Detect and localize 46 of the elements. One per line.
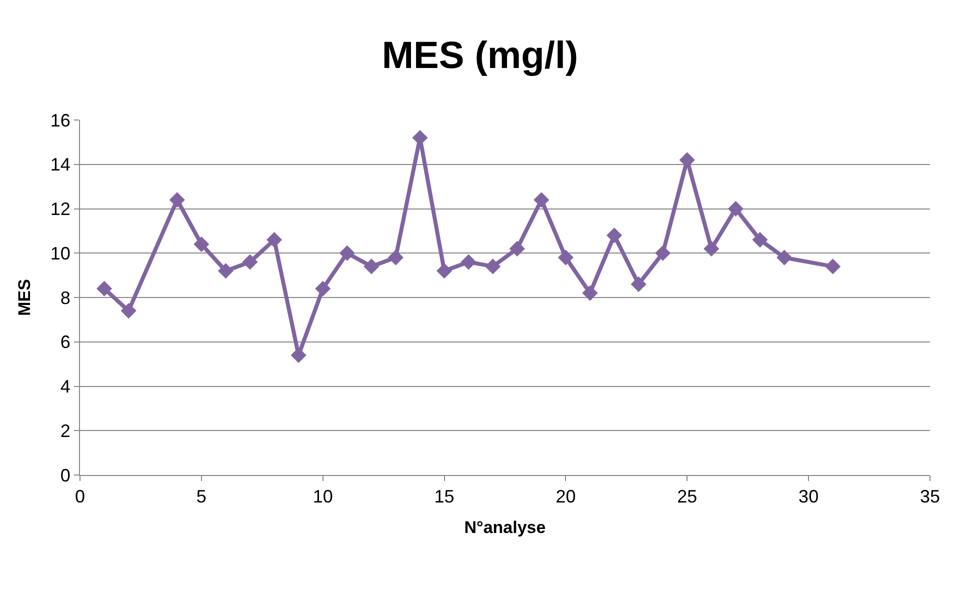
y-tick-label: 12 [50, 199, 70, 220]
point [606, 228, 622, 244]
point [825, 258, 841, 274]
point [266, 232, 282, 248]
x-tick-label: 25 [677, 486, 698, 507]
point [242, 254, 258, 270]
point [460, 254, 476, 270]
y-tick-label: 14 [50, 154, 70, 175]
y-tick-label: 0 [60, 465, 70, 486]
point [218, 263, 234, 279]
point [194, 236, 210, 252]
chart-title: MES (mg/l) [382, 34, 578, 77]
y-tick-label: 4 [60, 376, 70, 397]
y-tick-label: 2 [60, 420, 70, 441]
y-axis-title: MES [14, 279, 34, 316]
y-tick-label: 16 [50, 110, 70, 130]
point [630, 276, 646, 292]
point [776, 250, 792, 266]
point [120, 303, 136, 319]
x-axis-title: N°analyse [464, 518, 546, 537]
point [509, 240, 525, 256]
point [436, 263, 452, 279]
x-tick-label: 15 [434, 486, 454, 507]
x-tick-label: 5 [196, 486, 206, 507]
point [169, 192, 185, 208]
point [315, 280, 331, 296]
point [655, 245, 671, 261]
y-tick-label: 10 [50, 243, 70, 264]
point [582, 285, 598, 301]
x-tick-label: 30 [798, 486, 819, 507]
point [388, 250, 404, 266]
x-tick-label: 10 [312, 486, 333, 507]
point [704, 240, 720, 256]
point [534, 192, 550, 208]
x-tick-label: 0 [74, 486, 86, 507]
y-tick-label: 6 [60, 332, 70, 352]
point [752, 232, 768, 248]
point [485, 258, 501, 274]
point [339, 245, 355, 261]
point [728, 200, 744, 217]
x-tick-label: 35 [920, 486, 940, 507]
x-tick-label: 20 [556, 486, 576, 507]
point [558, 250, 574, 266]
point [364, 258, 380, 274]
point [96, 280, 112, 296]
y-tick-label: 8 [60, 288, 70, 308]
